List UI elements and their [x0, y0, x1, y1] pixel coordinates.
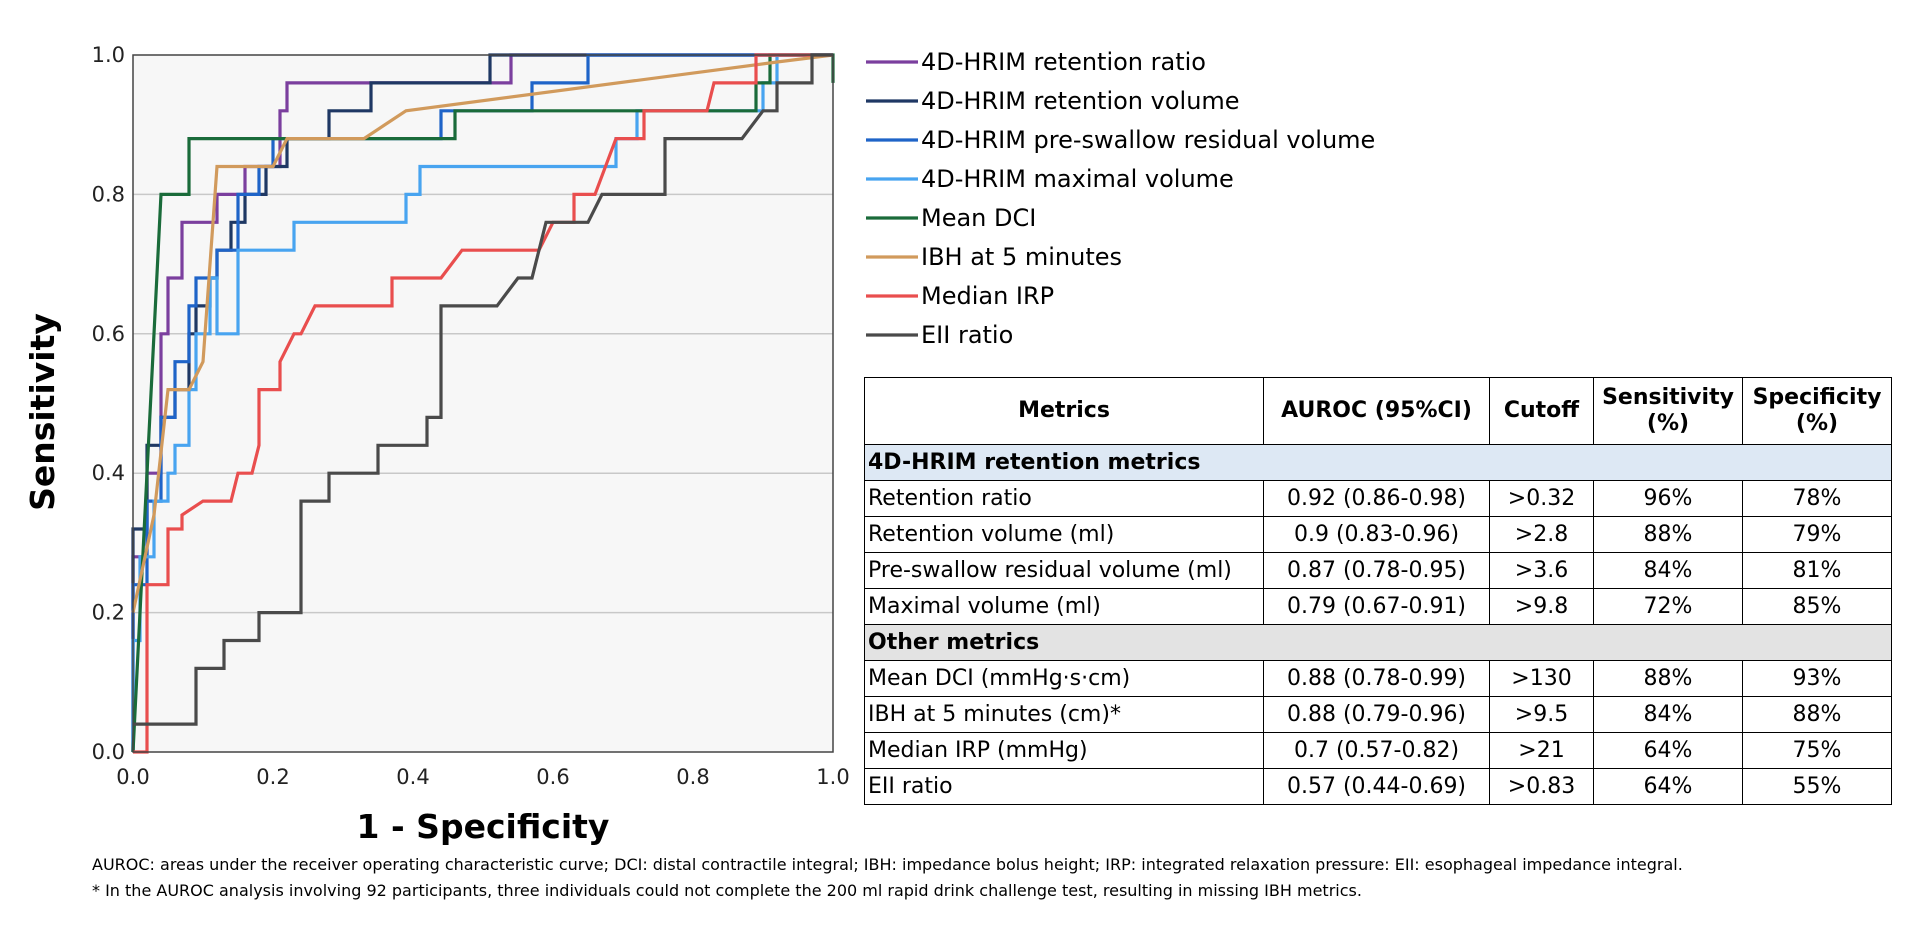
roc-curve-4d-hrim-maximal-volume: [131, 53, 833, 752]
y-tick-label: 1.0: [92, 43, 125, 67]
legend-label-4d-hrim-pre-swallow-residual-volume: 4D-HRIM pre-swallow residual volume: [921, 126, 1375, 154]
cell-metric: Median IRP (mmHg): [864, 732, 1264, 769]
cell-auroc: 0.87 (0.78-0.95): [1263, 552, 1490, 589]
table-row: IBH at 5 minutes (cm)* 0.88 (0.79-0.96) >9…: [864, 696, 1892, 733]
footnotes: AUROC: areas under the receiver operatin…: [92, 852, 1892, 904]
footnote-abbreviations: AUROC: areas under the receiver operatin…: [92, 855, 1683, 874]
table-row: Pre-swallow residual volume (ml) 0.87 (0.…: [864, 552, 1892, 589]
header-sensitivity: Sensitivity (%): [1593, 377, 1743, 445]
legend-label-4d-hrim-maximal-volume: 4D-HRIM maximal volume: [921, 165, 1234, 193]
section-row: Other metrics: [864, 624, 1892, 661]
cell-specificity: 55%: [1742, 768, 1892, 805]
cell-cutoff: >0.83: [1489, 768, 1594, 805]
y-tick-label: 0.6: [92, 322, 125, 346]
cell-sensitivity: 88%: [1593, 660, 1743, 697]
cell-auroc: 0.57 (0.44-0.69): [1263, 768, 1490, 805]
cell-cutoff: >9.5: [1489, 696, 1594, 733]
cell-metric: Pre-swallow residual volume (ml): [864, 552, 1264, 589]
cell-sensitivity: 84%: [1593, 696, 1743, 733]
cell-metric: Retention ratio: [864, 480, 1264, 517]
table-row: Retention volume (ml) 0.9 (0.83-0.96) >2.8…: [864, 516, 1892, 553]
cell-cutoff: >2.8: [1489, 516, 1594, 553]
roc-curve-4d-hrim-retention-ratio: [131, 53, 833, 752]
x-tick-label: 0.4: [396, 765, 429, 789]
legend-label-4d-hrim-retention-ratio: 4D-HRIM retention ratio: [921, 48, 1206, 76]
cell-specificity: 79%: [1742, 516, 1892, 553]
header-specificity: Specificity (%): [1742, 377, 1892, 445]
cell-auroc: 0.79 (0.67-0.91): [1263, 588, 1490, 625]
table-row: EII ratio 0.57 (0.44-0.69) >0.83 64% 55%: [864, 768, 1892, 805]
cell-cutoff: >21: [1489, 732, 1594, 769]
cell-metric: Retention volume (ml): [864, 516, 1264, 553]
header-auroc: AUROC (95%CI): [1263, 377, 1490, 445]
cell-auroc: 0.7 (0.57-0.82): [1263, 732, 1490, 769]
cell-metric: IBH at 5 minutes (cm)*: [864, 696, 1264, 733]
table-row: Retention ratio 0.92 (0.86-0.98) >0.32 96% 7…: [864, 480, 1892, 517]
legend-label-median-irp: Median IRP: [921, 282, 1054, 310]
section-title: 4D-HRIM retention metrics: [864, 444, 1892, 481]
table-row: Mean DCI (mmHg·s·cm) 0.88 (0.78-0.99) >130…: [864, 660, 1892, 697]
cell-sensitivity: 88%: [1593, 516, 1743, 553]
x-axis-title: 1 - Specificity: [357, 807, 610, 846]
cell-auroc: 0.88 (0.78-0.99): [1263, 660, 1490, 697]
legend-label-ibh-at-5-minutes: IBH at 5 minutes: [921, 243, 1122, 271]
cell-specificity: 85%: [1742, 588, 1892, 625]
cell-specificity: 93%: [1742, 660, 1892, 697]
legend-label-eii-ratio: EII ratio: [921, 321, 1013, 349]
roc-chart: 0.0 0.2 0.4 0.6 0.8 1.0 0.0 0.2 0.4 0.6 0.8 1.0 1 …: [23, 43, 1375, 846]
x-tick-labels: 0.0 0.2 0.4 0.6 0.8 1.0: [116, 765, 849, 789]
cell-auroc: 0.88 (0.79-0.96): [1263, 696, 1490, 733]
table-header-row: Metrics AUROC (95%CI) Cutoff Sensitivity…: [864, 377, 1892, 445]
plot-frame: [132, 54, 834, 753]
x-tick-label: 0.6: [536, 765, 569, 789]
cell-specificity: 88%: [1742, 696, 1892, 733]
metrics-table: Metrics AUROC (95%CI) Cutoff Sensitivity…: [864, 377, 1892, 805]
cell-cutoff: >3.6: [1489, 552, 1594, 589]
footnote-asterisk: * In the AUROC analysis involving 92 par…: [92, 881, 1362, 900]
y-tick-label: 0.4: [92, 461, 125, 485]
x-tick-label: 0.0: [116, 765, 149, 789]
cell-auroc: 0.9 (0.83-0.96): [1263, 516, 1490, 553]
section-row: 4D-HRIM retention metrics: [864, 444, 1892, 481]
legend-label-4d-hrim-retention-volume: 4D-HRIM retention volume: [921, 87, 1240, 115]
cell-sensitivity: 72%: [1593, 588, 1743, 625]
y-tick-label: 0.8: [92, 182, 125, 206]
cell-specificity: 78%: [1742, 480, 1892, 517]
table-row: Median IRP (mmHg) 0.7 (0.57-0.82) >21 64% 75…: [864, 732, 1892, 769]
section-title: Other metrics: [864, 624, 1892, 661]
y-tick-label: 0.0: [92, 740, 125, 764]
cell-cutoff: >9.8: [1489, 588, 1594, 625]
cell-metric: Maximal volume (ml): [864, 588, 1264, 625]
roc-curve-eii-ratio: [133, 53, 833, 726]
cell-specificity: 81%: [1742, 552, 1892, 589]
y-tick-label: 0.2: [92, 601, 125, 625]
cell-auroc: 0.92 (0.86-0.98): [1263, 480, 1490, 517]
cell-sensitivity: 64%: [1593, 768, 1743, 805]
y-tick-labels: 0.0 0.2 0.4 0.6 0.8 1.0: [92, 43, 125, 764]
header-metrics: Metrics: [864, 377, 1264, 445]
x-tick-label: 0.2: [256, 765, 289, 789]
plot-area: [133, 55, 833, 752]
cell-sensitivity: 96%: [1593, 480, 1743, 517]
x-tick-label: 1.0: [816, 765, 849, 789]
cell-metric: EII ratio: [864, 768, 1264, 805]
roc-curves: [131, 53, 835, 754]
cell-metric: Mean DCI (mmHg·s·cm): [864, 660, 1264, 697]
cell-cutoff: >130: [1489, 660, 1594, 697]
header-cutoff: Cutoff: [1489, 377, 1594, 445]
cell-sensitivity: 84%: [1593, 552, 1743, 589]
cell-sensitivity: 64%: [1593, 732, 1743, 769]
roc-curve-median-irp: [133, 53, 833, 754]
legend-label-mean-dci: Mean DCI: [921, 204, 1036, 232]
y-axis-title: Sensitivity: [23, 313, 62, 511]
cell-cutoff: >0.32: [1489, 480, 1594, 517]
x-tick-label: 0.8: [676, 765, 709, 789]
roc-curve-ibh-at-5-minutes: [131, 53, 834, 613]
cell-specificity: 75%: [1742, 732, 1892, 769]
table-row: Maximal volume (ml) 0.79 (0.67-0.91) >9.8 7…: [864, 588, 1892, 625]
legend: 4D-HRIM retention ratio 4D-HRIM retention…: [866, 48, 1375, 349]
table-body: 4D-HRIM retention metrics Retention ratio…: [864, 444, 1892, 805]
